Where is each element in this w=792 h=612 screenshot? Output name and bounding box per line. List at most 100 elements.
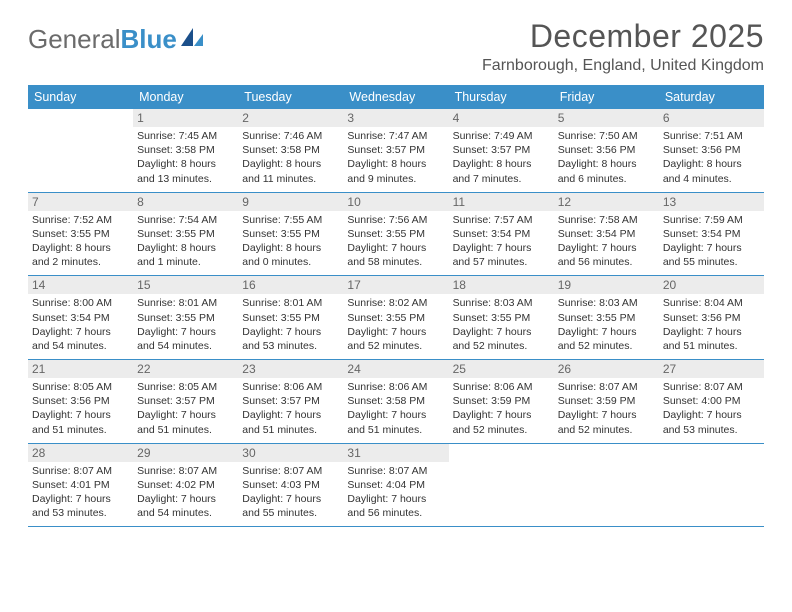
logo-word-general: General [28,24,121,54]
sunset-text: Sunset: 3:55 PM [137,227,234,241]
sunrise-text: Sunrise: 8:03 AM [453,296,550,310]
day1-text: Daylight: 7 hours [663,408,760,422]
day-cell: 24Sunrise: 8:06 AMSunset: 3:58 PMDayligh… [343,360,448,443]
day-number: 3 [343,109,448,127]
sunset-text: Sunset: 3:55 PM [558,311,655,325]
day2-text: and 1 minute. [137,255,234,269]
day-cell: 29Sunrise: 8:07 AMSunset: 4:02 PMDayligh… [133,444,238,527]
day-header: Thursday [449,85,554,109]
day1-text: Daylight: 8 hours [242,241,339,255]
sunset-text: Sunset: 3:56 PM [558,143,655,157]
sunrise-text: Sunrise: 7:55 AM [242,213,339,227]
day-cell: 23Sunrise: 8:06 AMSunset: 3:57 PMDayligh… [238,360,343,443]
day-cell [449,444,554,527]
day1-text: Daylight: 7 hours [242,492,339,506]
day-header: Sunday [28,85,133,109]
sunset-text: Sunset: 3:57 PM [137,394,234,408]
sunset-text: Sunset: 3:59 PM [558,394,655,408]
week-row: 1Sunrise: 7:45 AMSunset: 3:58 PMDaylight… [28,109,764,193]
day2-text: and 51 minutes. [137,423,234,437]
day-number: 29 [133,444,238,462]
sunrise-text: Sunrise: 7:45 AM [137,129,234,143]
day1-text: Daylight: 8 hours [453,157,550,171]
day-cell: 4Sunrise: 7:49 AMSunset: 3:57 PMDaylight… [449,109,554,192]
day-number [659,444,764,448]
day-cell: 18Sunrise: 8:03 AMSunset: 3:55 PMDayligh… [449,276,554,359]
day-number: 5 [554,109,659,127]
day1-text: Daylight: 7 hours [453,325,550,339]
sunset-text: Sunset: 3:57 PM [242,394,339,408]
week-row: 21Sunrise: 8:05 AMSunset: 3:56 PMDayligh… [28,360,764,444]
sunrise-text: Sunrise: 8:06 AM [453,380,550,394]
day-cell: 2Sunrise: 7:46 AMSunset: 3:58 PMDaylight… [238,109,343,192]
day-header: Wednesday [343,85,448,109]
day-number: 30 [238,444,343,462]
day2-text: and 51 minutes. [32,423,129,437]
day-number: 8 [133,193,238,211]
sunrise-text: Sunrise: 8:07 AM [137,464,234,478]
day-cell: 28Sunrise: 8:07 AMSunset: 4:01 PMDayligh… [28,444,133,527]
day2-text: and 55 minutes. [663,255,760,269]
day-cell: 11Sunrise: 7:57 AMSunset: 3:54 PMDayligh… [449,193,554,276]
calendar: Sunday Monday Tuesday Wednesday Thursday… [28,85,764,527]
day2-text: and 51 minutes. [347,423,444,437]
day2-text: and 9 minutes. [347,172,444,186]
sunrise-text: Sunrise: 8:07 AM [558,380,655,394]
day-number: 21 [28,360,133,378]
day2-text: and 56 minutes. [347,506,444,520]
sunset-text: Sunset: 3:55 PM [242,311,339,325]
day-cell [659,444,764,527]
sunset-text: Sunset: 3:59 PM [453,394,550,408]
day-number: 1 [133,109,238,127]
day-header: Tuesday [238,85,343,109]
day-cell: 8Sunrise: 7:54 AMSunset: 3:55 PMDaylight… [133,193,238,276]
sunset-text: Sunset: 3:54 PM [663,227,760,241]
day-number: 4 [449,109,554,127]
day2-text: and 57 minutes. [453,255,550,269]
day2-text: and 54 minutes. [32,339,129,353]
day1-text: Daylight: 7 hours [137,408,234,422]
sunset-text: Sunset: 3:57 PM [453,143,550,157]
sunset-text: Sunset: 3:58 PM [242,143,339,157]
day-cell: 20Sunrise: 8:04 AMSunset: 3:56 PMDayligh… [659,276,764,359]
day1-text: Daylight: 7 hours [137,325,234,339]
sunset-text: Sunset: 3:55 PM [347,311,444,325]
day-number: 24 [343,360,448,378]
day-cell: 26Sunrise: 8:07 AMSunset: 3:59 PMDayligh… [554,360,659,443]
logo-word-blue: Blue [121,24,177,54]
day1-text: Daylight: 8 hours [347,157,444,171]
day2-text: and 58 minutes. [347,255,444,269]
day2-text: and 52 minutes. [453,339,550,353]
day2-text: and 0 minutes. [242,255,339,269]
day1-text: Daylight: 8 hours [242,157,339,171]
sunrise-text: Sunrise: 7:58 AM [558,213,655,227]
sunset-text: Sunset: 3:58 PM [137,143,234,157]
sunset-text: Sunset: 3:56 PM [32,394,129,408]
day-cell: 6Sunrise: 7:51 AMSunset: 3:56 PMDaylight… [659,109,764,192]
day-number: 20 [659,276,764,294]
sunset-text: Sunset: 4:02 PM [137,478,234,492]
day-number: 11 [449,193,554,211]
location: Farnborough, England, United Kingdom [482,57,764,75]
sunrise-text: Sunrise: 7:59 AM [663,213,760,227]
sunrise-text: Sunrise: 8:07 AM [347,464,444,478]
day-number: 9 [238,193,343,211]
day-cell: 30Sunrise: 8:07 AMSunset: 4:03 PMDayligh… [238,444,343,527]
day-cell: 1Sunrise: 7:45 AMSunset: 3:58 PMDaylight… [133,109,238,192]
sunrise-text: Sunrise: 7:56 AM [347,213,444,227]
sunrise-text: Sunrise: 8:07 AM [32,464,129,478]
sunrise-text: Sunrise: 8:01 AM [137,296,234,310]
day1-text: Daylight: 8 hours [32,241,129,255]
day2-text: and 56 minutes. [558,255,655,269]
day-cell: 19Sunrise: 8:03 AMSunset: 3:55 PMDayligh… [554,276,659,359]
day2-text: and 55 minutes. [242,506,339,520]
day-number: 31 [343,444,448,462]
day-number: 23 [238,360,343,378]
day2-text: and 11 minutes. [242,172,339,186]
day-cell: 14Sunrise: 8:00 AMSunset: 3:54 PMDayligh… [28,276,133,359]
day-number: 16 [238,276,343,294]
day-cell: 17Sunrise: 8:02 AMSunset: 3:55 PMDayligh… [343,276,448,359]
day2-text: and 13 minutes. [137,172,234,186]
day-number: 17 [343,276,448,294]
sunset-text: Sunset: 3:56 PM [663,311,760,325]
